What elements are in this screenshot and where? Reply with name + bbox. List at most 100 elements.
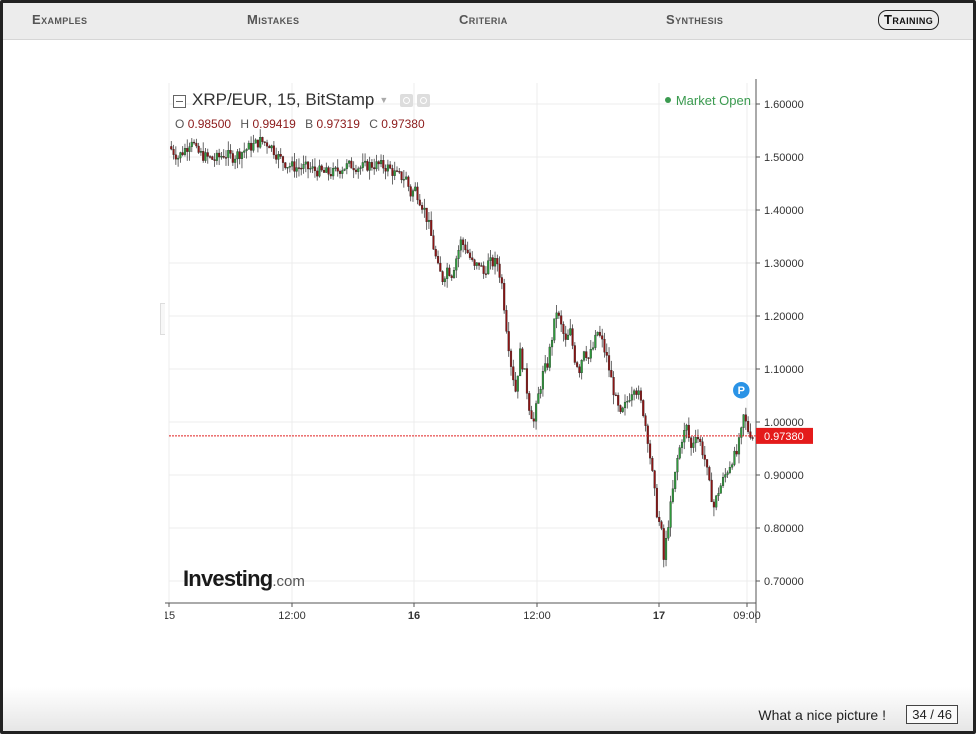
candle-body	[728, 467, 731, 473]
current-price-tag	[756, 427, 813, 444]
candle-body	[712, 501, 715, 508]
candle-body	[514, 379, 517, 392]
nav-examples[interactable]: Examples	[32, 12, 88, 27]
candle-body	[589, 348, 592, 359]
candle-body	[498, 263, 501, 278]
candle-body	[332, 167, 335, 177]
settings-icon[interactable]	[417, 93, 431, 107]
candle-body	[646, 425, 649, 444]
candle-body	[701, 441, 704, 456]
nav-training[interactable]: Training	[878, 10, 940, 30]
candle-body	[484, 273, 487, 275]
candle-body	[272, 145, 275, 156]
candle-body	[186, 148, 189, 152]
candle-body	[418, 199, 421, 206]
candle-body	[384, 168, 387, 172]
candle-body	[172, 149, 175, 155]
nav-criteria[interactable]: Criteria	[459, 12, 508, 27]
candle-body	[569, 328, 572, 336]
candle-body	[669, 501, 672, 528]
candle-body	[509, 350, 513, 367]
status-dot-icon	[664, 97, 671, 103]
candle-body	[247, 142, 250, 150]
candle-body	[227, 150, 230, 158]
candle-body	[195, 142, 198, 147]
candle-body	[658, 516, 661, 522]
candle-body	[576, 362, 579, 367]
candle-body	[364, 160, 367, 163]
candle-body	[286, 167, 289, 169]
candle-body	[295, 167, 298, 172]
candle-body	[717, 493, 720, 497]
candle-body	[398, 171, 401, 173]
x-tick-label: 12:00	[523, 610, 551, 622]
candle-body	[605, 351, 608, 356]
nav-synthesis[interactable]: Synthesis	[666, 12, 724, 27]
candle-body	[414, 186, 417, 191]
candle-body	[439, 262, 442, 272]
candle-body	[188, 146, 191, 152]
candle-body	[181, 152, 184, 155]
candle-body	[284, 162, 287, 168]
candle-body	[500, 277, 503, 284]
candle-body	[607, 355, 611, 371]
candle-body	[523, 368, 526, 370]
candle-body	[740, 427, 743, 438]
candle-body	[464, 244, 467, 251]
y-tick-label: 1.60000	[764, 99, 804, 111]
candle-body	[585, 351, 588, 358]
chart-symbol-title[interactable]: XRP/EUR, 15, BitStamp	[192, 90, 375, 109]
candle-body	[457, 250, 460, 259]
candle-body	[279, 154, 282, 157]
candle-body	[325, 167, 328, 173]
candle-body	[208, 156, 212, 158]
candle-body	[307, 161, 310, 170]
candle-body	[277, 154, 280, 160]
bid-label: B	[305, 117, 314, 131]
candle-body	[359, 167, 362, 169]
candle-body	[626, 400, 629, 403]
candle-body	[699, 438, 702, 442]
candle-body	[566, 334, 570, 340]
candle-body	[373, 167, 376, 170]
candle-body	[402, 179, 405, 181]
candle-body	[452, 270, 456, 278]
candle-body	[174, 154, 177, 160]
candle-body	[229, 150, 232, 154]
candle-body	[263, 141, 266, 143]
candle-body	[297, 167, 301, 169]
candle-body	[532, 418, 535, 422]
candle-body	[329, 174, 332, 177]
candle-body	[334, 167, 337, 169]
candle-body	[270, 145, 273, 149]
panel-toggle-handle[interactable]	[160, 303, 167, 335]
candle-body	[649, 443, 652, 459]
y-tick-label: 1.20000	[764, 311, 804, 323]
candle-body	[639, 390, 643, 401]
candle-body	[603, 338, 606, 353]
event-marker-label: P	[738, 385, 745, 397]
candle-body	[443, 278, 446, 283]
candle-body	[594, 334, 597, 348]
collapse-icon[interactable]	[173, 94, 186, 108]
candle-body	[311, 166, 314, 169]
candle-body	[635, 390, 638, 395]
candle-body	[416, 186, 419, 201]
close-value: 0.97380	[381, 117, 425, 131]
candle-body	[671, 488, 674, 502]
candle-body	[582, 351, 586, 361]
close-label: C	[369, 117, 378, 131]
candle-body	[719, 485, 722, 494]
candle-body	[245, 149, 248, 152]
camera-icon[interactable]	[400, 93, 414, 107]
candle-body	[553, 318, 556, 341]
caret-down-icon[interactable]: ▼	[379, 95, 389, 105]
nav-mistakes[interactable]: Mistakes	[247, 12, 300, 27]
candle-body	[318, 165, 321, 177]
candle-body	[206, 152, 209, 157]
candle-body	[614, 394, 617, 397]
candle-body	[680, 441, 684, 448]
candle-body	[541, 371, 544, 390]
page-counter[interactable]: 34 / 46	[906, 705, 958, 724]
